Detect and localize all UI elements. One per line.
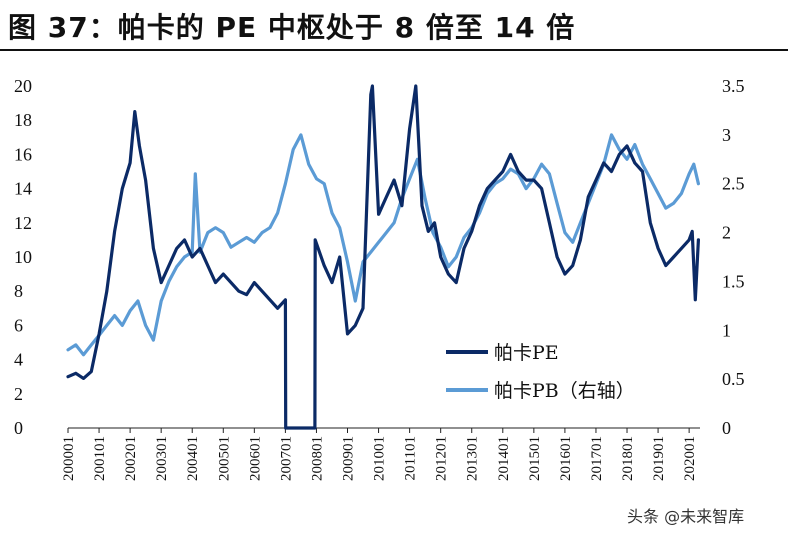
title-divider (0, 49, 788, 51)
left-tick-label: 8 (14, 281, 23, 301)
x-tick-label: 200901 (341, 436, 357, 481)
right-tick-label: 3.5 (722, 76, 745, 96)
x-tick-label: 201501 (527, 436, 543, 481)
x-tick-label: 200301 (154, 436, 170, 481)
x-tick-label: 200701 (278, 436, 294, 481)
left-tick-label: 10 (14, 247, 32, 267)
x-tick-label: 201201 (434, 436, 450, 481)
legend-label: 帕卡PB（右轴） (494, 380, 635, 402)
left-tick-label: 12 (14, 213, 32, 233)
legend-label: 帕卡PE (494, 342, 559, 364)
left-tick-label: 6 (14, 315, 23, 335)
x-tick-label: 201101 (403, 436, 419, 480)
watermark: 头条 @未来智库 (627, 507, 745, 526)
right-tick-label: 3 (722, 125, 731, 145)
x-tick-label: 201801 (620, 436, 636, 481)
right-tick-label: 0.5 (722, 369, 745, 389)
x-tick-label: 200601 (247, 436, 263, 481)
x-tick-label: 201301 (465, 436, 481, 481)
left-tick-label: 16 (14, 144, 32, 164)
x-tick-label: 200501 (216, 436, 232, 481)
right-tick-label: 1.5 (722, 271, 745, 291)
left-tick-label: 18 (14, 110, 32, 130)
x-tick-label: 200001 (61, 436, 77, 481)
x-tick-label: 200101 (92, 436, 108, 481)
left-tick-label: 14 (14, 179, 32, 199)
axes-group: 0 2 4 6 8 10 12 14 16 18 20 0 0.5 1 1.5 2 2.5 3 3.5 200001 2… (14, 76, 745, 481)
x-tick-label: 201001 (372, 436, 388, 481)
legend: 帕卡PE 帕卡PB（右轴） (446, 342, 635, 402)
right-tick-label: 2 (722, 223, 731, 243)
series-layer (66, 84, 700, 430)
chart-title: 图 37：帕卡的 PE 中枢处于 8 倍至 14 倍 (8, 11, 576, 44)
x-tick-label: 201701 (589, 436, 605, 481)
x-tick-label: 200801 (309, 436, 325, 481)
left-tick-label: 20 (14, 76, 32, 96)
right-tick-label: 1 (722, 320, 731, 340)
x-tick-label: 200201 (123, 436, 139, 481)
right-tick-label: 2.5 (722, 174, 745, 194)
series-line-pe (66, 84, 700, 430)
left-tick-label: 2 (14, 384, 23, 404)
x-tick-label: 201401 (496, 436, 512, 481)
x-tick-label: 201901 (651, 436, 667, 481)
right-tick-label: 0 (722, 418, 731, 438)
left-tick-label: 0 (14, 418, 23, 438)
left-tick-label: 4 (14, 350, 23, 370)
series-line-pb (66, 133, 700, 357)
x-tick-label: 200401 (185, 436, 201, 481)
x-tick-label: 202001 (682, 436, 698, 481)
x-tick-label: 201601 (558, 436, 574, 481)
